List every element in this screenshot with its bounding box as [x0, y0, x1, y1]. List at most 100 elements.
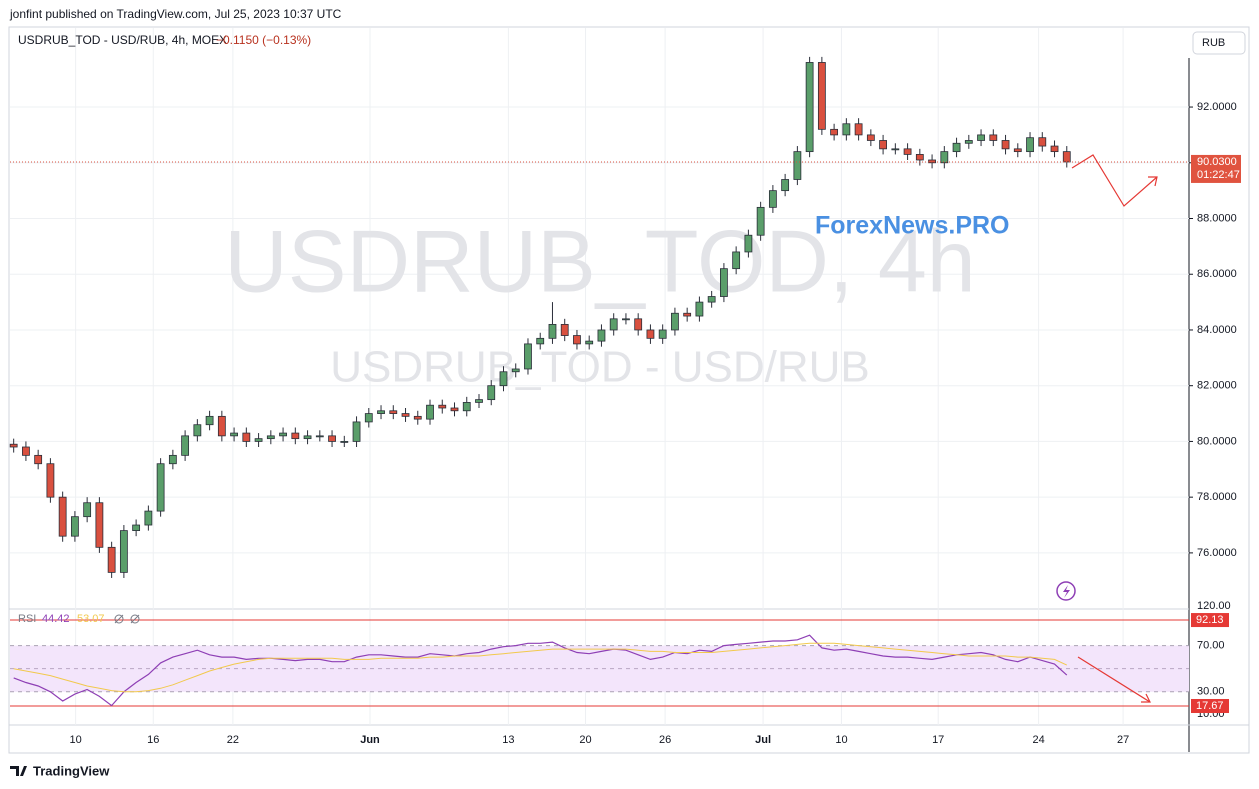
x-tick-label: 17: [932, 734, 944, 746]
rsi-tick-label: 30.00: [1197, 686, 1225, 698]
candle-body: [609, 318, 618, 331]
candle-body: [817, 62, 826, 130]
candle-body: [536, 337, 545, 345]
candle-body: [658, 329, 667, 339]
candle-body: [487, 385, 496, 401]
rsi-arrow: [1077, 656, 1151, 703]
x-tick-label: 24: [1032, 734, 1044, 746]
candle-body: [585, 340, 594, 345]
y-tick-label: 88.0000: [1197, 212, 1237, 224]
candle-body: [46, 463, 55, 498]
x-tick-label: 16: [147, 734, 159, 746]
candle-body: [707, 296, 716, 303]
candle-body: [695, 301, 704, 317]
candle-body: [524, 343, 532, 370]
price-change: −0.1150 (−0.13%): [216, 33, 311, 47]
candle-body: [205, 415, 214, 426]
forecast-arrow: [1071, 154, 1158, 207]
candle-body: [720, 268, 728, 297]
candle-body: [279, 432, 287, 437]
candle-body: [352, 421, 361, 442]
candle-body: [842, 123, 851, 136]
hide-icon[interactable]: [130, 614, 140, 624]
candle-body: [119, 530, 128, 573]
currency-button[interactable]: [1192, 31, 1246, 55]
candle-body: [499, 371, 508, 387]
candle-body: [671, 312, 679, 331]
x-tick-label: Jun: [360, 734, 380, 746]
y-tick-label: 84.0000: [1197, 324, 1237, 336]
axes: 76.0000 78.0000 80.0000 82.0000 84.0000 86.00…: [42, 101, 1241, 746]
symbol-title: USDRUB_TOD - USD/RUB, 4h, MOEX: [18, 33, 227, 47]
candle-body: [879, 140, 887, 150]
candle-body: [462, 402, 471, 412]
last-price-label: 90.0300: [1197, 156, 1237, 168]
rsi-title: RSI: [18, 613, 36, 625]
candle-body: [144, 510, 153, 526]
x-tick-label: Jul: [755, 734, 771, 746]
hide-icon-slash: [130, 614, 140, 624]
candle-body: [1038, 137, 1047, 147]
candle-body: [156, 463, 165, 512]
candle-body: [768, 190, 777, 208]
candle-body: [1013, 148, 1022, 153]
candle-body: [438, 404, 447, 409]
publisher-line: jonfint published on TradingView.com, Ju…: [9, 7, 342, 21]
candle-body: [340, 441, 349, 443]
tv-logo: [10, 766, 27, 776]
candle-body: [1050, 145, 1059, 153]
y-tick-label: 78.0000: [1197, 491, 1237, 503]
hide-icon[interactable]: [114, 614, 124, 624]
grid: [10, 28, 1189, 725]
candle-body: [1026, 137, 1034, 153]
rsi-pane: [10, 619, 1189, 707]
candle-body: [891, 148, 900, 151]
candle-body: [989, 134, 998, 141]
candle-body: [977, 134, 985, 141]
candle-body: [83, 502, 92, 518]
x-tick-label: 10: [835, 734, 847, 746]
candle-body: [928, 159, 936, 164]
candle-body: [71, 516, 79, 537]
candle-body: [413, 415, 422, 420]
watermark-subtitle: USDRUB_TOD - USD/RUB: [330, 343, 869, 392]
candle-body: [181, 435, 190, 456]
y-tick-label: 92.0000: [1197, 101, 1237, 113]
candle-body: [389, 410, 398, 414]
candle-body: [915, 154, 924, 161]
annotation: ForexNews.PRO: [815, 212, 1010, 240]
candle-body: [597, 329, 606, 342]
arrow-head: [1141, 693, 1151, 703]
candle-body: [168, 454, 177, 465]
candle-body: [622, 318, 630, 321]
rsi-legend-value: 53.07: [77, 613, 105, 625]
candle-body: [952, 142, 961, 153]
footer-brand: TradingView: [33, 763, 110, 778]
candle-body: [254, 438, 263, 442]
candle-body: [1001, 140, 1010, 150]
candle-body: [193, 424, 202, 437]
candle-body: [95, 502, 104, 548]
candle-body: [364, 413, 373, 423]
candle-body: [107, 546, 116, 573]
candle-body: [511, 368, 520, 373]
candle-body: [634, 318, 643, 331]
x-tick-label: 26: [659, 734, 671, 746]
rsi-line: [13, 642, 1068, 693]
candle-body: [940, 151, 949, 164]
candle-body: [328, 435, 336, 442]
candle-body: [964, 140, 973, 144]
candle-body: [242, 432, 251, 442]
rsi-legend-value: 44.42: [42, 613, 70, 625]
hide-icon-slash: [114, 614, 124, 624]
candle-body: [854, 123, 863, 136]
candle-body: [266, 435, 275, 440]
alert-icon[interactable]: [1056, 581, 1076, 601]
candle-body: [475, 399, 483, 403]
candle-body: [9, 443, 18, 448]
lightning: [1063, 585, 1070, 598]
currency-label[interactable]: RUB: [1202, 37, 1225, 49]
candle-body: [548, 323, 557, 339]
candle-body: [744, 234, 753, 253]
rsi-level-label: 92.13: [1196, 614, 1224, 626]
